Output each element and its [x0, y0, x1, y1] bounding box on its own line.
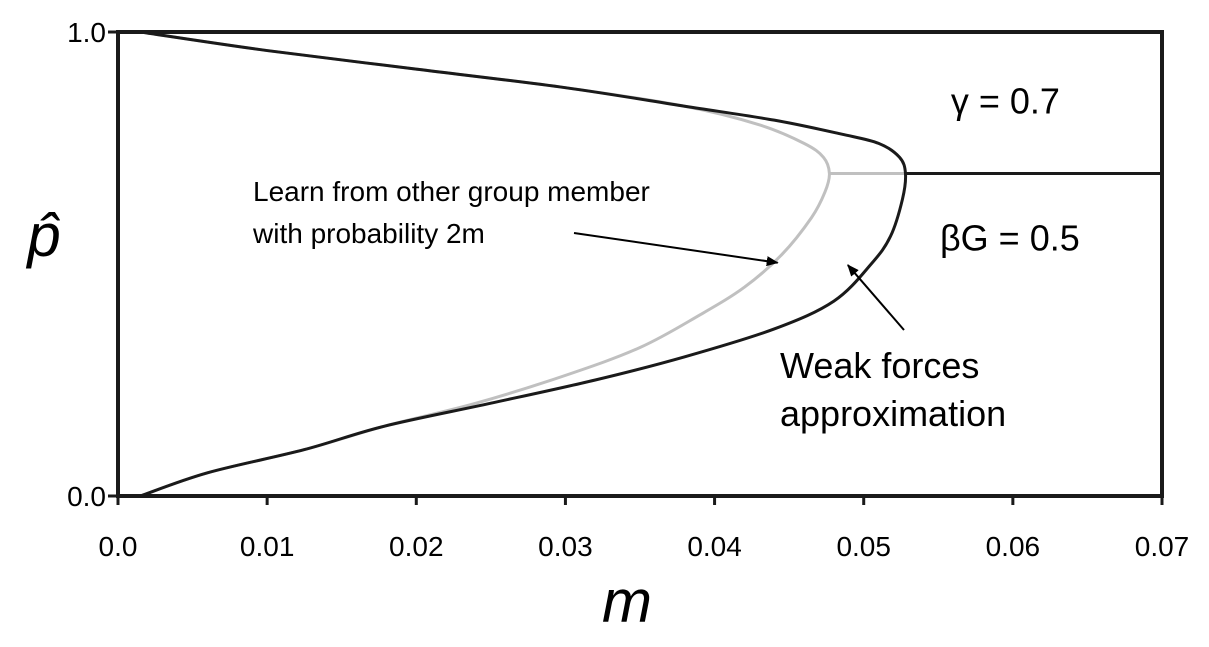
annotation-weak-text: Weak forces approximation	[780, 345, 1006, 434]
annotations-layer: Learn from other group member with probab…	[252, 81, 1080, 434]
x-tick-label: 0.03	[538, 531, 593, 562]
x-tick-label: 0.04	[687, 531, 742, 562]
y-tick-label: 0.0	[67, 481, 106, 512]
annotation-learn-text: Learn from other group member with probab…	[252, 176, 650, 249]
x-tick-label: 0.05	[836, 531, 891, 562]
plot-frame	[116, 30, 1164, 498]
annotation-weak-line: approximation	[780, 393, 1006, 434]
annotation-learn-line: Learn from other group member	[253, 176, 650, 207]
annotation-weak-arrow	[847, 264, 905, 331]
gamma-label: γ = 0.7	[951, 81, 1060, 122]
x-tick-label: 0.01	[240, 531, 295, 562]
series-2-curve	[138, 30, 908, 498]
y-axis-title: p̂	[25, 202, 60, 269]
x-tick-label: 0.07	[1135, 531, 1190, 562]
annotation-learn-line: with probability 2m	[252, 218, 485, 249]
beta-g-label: βG = 0.5	[940, 217, 1080, 258]
series-layer	[138, 30, 1162, 498]
series-1-curve	[138, 30, 831, 498]
x-tick-label: 0.0	[99, 531, 138, 562]
annotation-weak-line: Weak forces	[780, 345, 979, 386]
annotation-learn-arrow	[573, 232, 779, 267]
ticks-layer: 0.0 0.01 0.02 0.03 0.04 0.05 0.06 0.07 0.0 1.0	[67, 17, 1189, 562]
y-tick-label: 1.0	[67, 17, 106, 48]
x-axis-title: m	[602, 568, 652, 635]
x-tick-label: 0.02	[389, 531, 444, 562]
x-tick-label: 0.06	[986, 531, 1041, 562]
